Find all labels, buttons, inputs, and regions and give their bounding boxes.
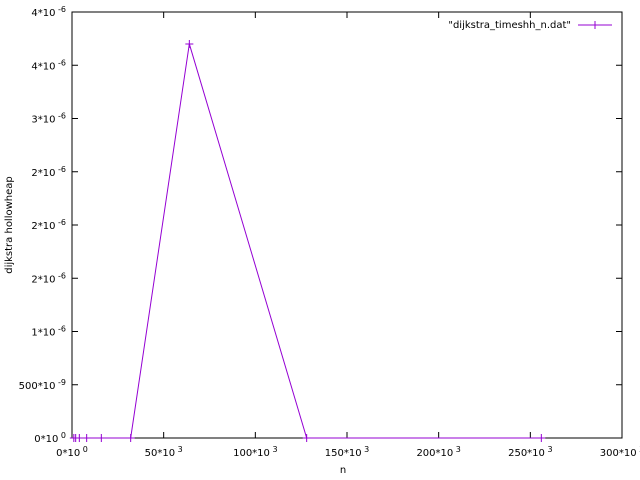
data-point — [126, 434, 135, 442]
y-axis-label: dijkstra hollowheap — [4, 176, 15, 274]
x-tick-label: 250*10 3 — [508, 445, 552, 459]
x-tick-label: 100*10 3 — [233, 445, 277, 459]
x-tick-label: 150*10 3 — [325, 445, 369, 459]
series-layer — [69, 39, 546, 442]
legend-label: "dijkstra_timeshh_n.dat" — [448, 20, 571, 31]
legend: "dijkstra_timeshh_n.dat" — [448, 20, 612, 31]
y-tick-label: 3*10 -6 — [31, 112, 66, 126]
legend-marker — [591, 21, 599, 29]
data-point — [537, 434, 546, 442]
plot-frame — [71, 11, 623, 439]
y-tick-label: 2*10 -6 — [31, 165, 66, 179]
x-axis-label: n — [340, 465, 346, 476]
y-tick-label: 4*10 -6 — [31, 5, 66, 19]
data-point — [82, 434, 91, 442]
y-tick-label: 0*10 0 — [34, 431, 66, 445]
x-tick-label: 0*10 0 — [56, 445, 88, 459]
data-point — [97, 434, 106, 442]
y-tick-label: 2*10 -6 — [31, 218, 66, 232]
y-tick-label: 500*10 -9 — [19, 378, 66, 392]
y-tick-label: 1*10 -6 — [31, 325, 66, 339]
x-tick-label: 200*10 3 — [416, 445, 460, 459]
x-tick-label: 300*10 3 — [600, 445, 640, 459]
y-tick-label: 2*10 -6 — [31, 271, 66, 285]
data-point — [185, 39, 194, 48]
data-point — [75, 434, 84, 442]
x-axis-ticks: 0*10 0 50*10 3 100*10 3 150*10 3 200*10 3 250… — [56, 12, 640, 459]
y-axis-ticks: 0*10 0 500*10 -9 1*10 -6 2*10 -6 2*10 -6 2*10… — [19, 5, 622, 445]
series-line — [73, 43, 542, 439]
data-point — [302, 434, 311, 442]
y-tick-label: 4*10 -6 — [31, 58, 66, 72]
x-tick-label: 50*10 3 — [145, 445, 183, 459]
